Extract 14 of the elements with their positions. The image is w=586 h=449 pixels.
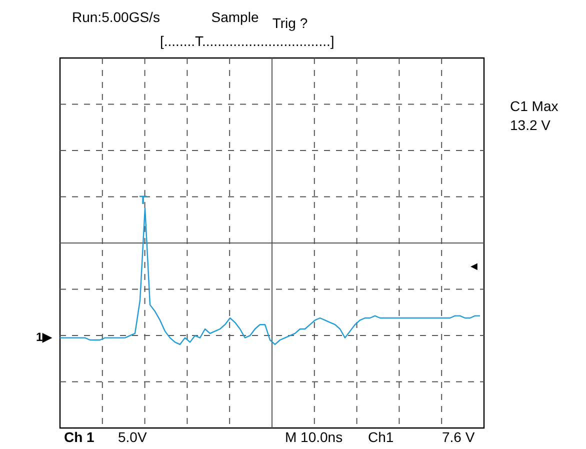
text: M 10.0ns: [285, 429, 343, 445]
text: 5.0V: [118, 429, 148, 445]
text: 13.2 V: [510, 117, 552, 133]
text: T: [139, 193, 148, 207]
text: Run:5.00GS/s: [72, 9, 160, 25]
text: [........T.................................]: [160, 33, 334, 49]
text: Ch1: [368, 429, 394, 445]
text: Ch 1: [64, 429, 95, 445]
text: 7.6 V: [442, 429, 476, 445]
text: 1▶: [36, 330, 53, 344]
text: C1 Max: [510, 98, 558, 114]
annotation: ◀: [470, 261, 478, 271]
text: Trig ?: [272, 15, 308, 31]
text: Sample: [211, 9, 259, 25]
